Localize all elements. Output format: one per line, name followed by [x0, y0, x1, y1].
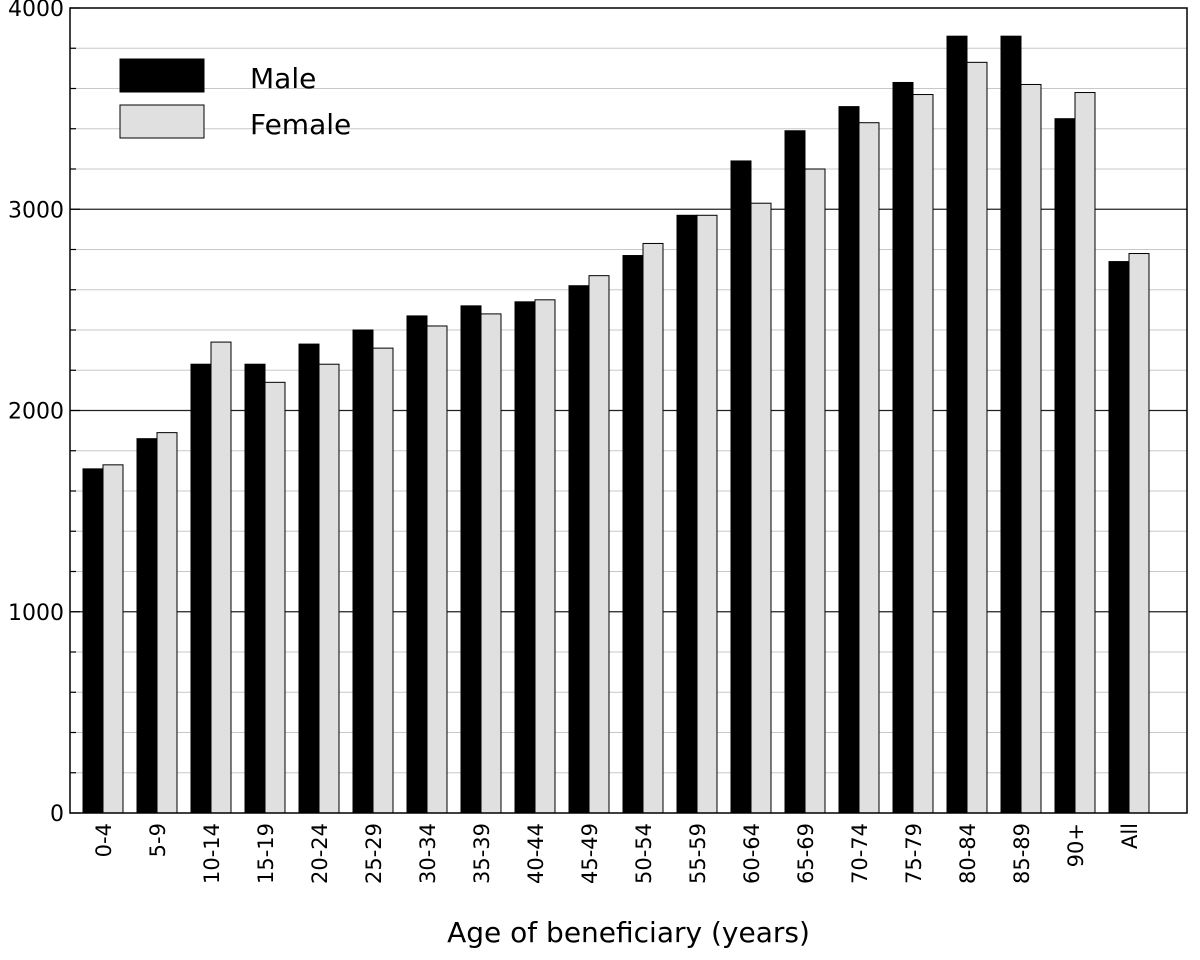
x-tick-label: 25-29	[362, 823, 386, 884]
bar-female-40-44	[534, 299, 556, 814]
bars	[82, 35, 1150, 814]
x-tick-label: 75-79	[902, 823, 926, 884]
bar-female-All	[1128, 253, 1150, 814]
bar-male-30-34	[406, 315, 428, 814]
bar-male-70-74	[838, 106, 860, 814]
bar-female-5-9	[156, 432, 178, 814]
bar-female-15-19	[264, 381, 286, 814]
x-tick-label: 65-69	[794, 823, 818, 884]
x-tick-label: 15-19	[254, 823, 278, 884]
bar-female-20-24	[318, 363, 340, 814]
x-tick-label: 40-44	[524, 823, 548, 884]
bar-female-55-59	[696, 214, 718, 814]
bar-male-35-39	[460, 305, 482, 814]
y-axis: 0 1000 2000 3000 4000	[8, 0, 80, 827]
x-tick-label: All	[1118, 823, 1142, 849]
legend-label-male: Male	[250, 62, 316, 95]
bar-male-All	[1108, 261, 1130, 814]
bar-male-20-24	[298, 343, 320, 814]
legend-swatch-male	[119, 58, 205, 93]
x-tick-label: 85-89	[1010, 823, 1034, 884]
x-tick-label: 90+	[1064, 823, 1088, 867]
bar-male-90+	[1054, 118, 1076, 814]
bar-female-50-54	[642, 242, 664, 814]
bar-male-60-64	[730, 160, 752, 814]
bar-female-70-74	[858, 122, 880, 814]
bar-female-0-4	[102, 464, 124, 814]
bar-female-30-34	[426, 325, 448, 814]
bar-male-15-19	[244, 363, 266, 814]
bar-female-60-64	[750, 202, 772, 814]
x-tick-label: 70-74	[848, 823, 872, 884]
bar-male-75-79	[892, 81, 914, 814]
bar-male-45-49	[568, 285, 590, 814]
x-tick-label: 5-9	[146, 823, 170, 857]
x-tick-label: 80-84	[956, 823, 980, 884]
x-tick-label: 50-54	[632, 823, 656, 884]
bar-female-25-29	[372, 347, 394, 814]
legend-label-female: Female	[250, 108, 351, 141]
x-tick-label: 10-14	[200, 823, 224, 884]
bar-male-55-59	[676, 214, 698, 814]
bar-male-5-9	[136, 438, 158, 814]
y-tick-label: 0	[50, 802, 64, 827]
bar-female-90+	[1074, 92, 1096, 814]
bar-male-85-89	[1000, 35, 1022, 814]
y-tick-label: 3000	[8, 198, 64, 223]
y-tick-label: 2000	[8, 400, 64, 425]
bar-female-10-14	[210, 341, 232, 814]
x-tick-label: 20-24	[308, 823, 332, 884]
bar-male-50-54	[622, 255, 644, 814]
x-tick-label: 55-59	[686, 823, 710, 884]
bar-male-25-29	[352, 329, 374, 814]
x-tick-label: 60-64	[740, 823, 764, 884]
bar-female-85-89	[1020, 83, 1042, 814]
bar-female-35-39	[480, 313, 502, 814]
bar-female-80-84	[966, 61, 988, 814]
legend: Male Female	[119, 58, 351, 141]
bar-female-65-69	[804, 168, 826, 814]
legend-swatch-female	[119, 104, 205, 139]
bar-male-0-4	[82, 468, 104, 814]
x-tick-label: 45-49	[578, 823, 602, 884]
bar-male-40-44	[514, 301, 536, 814]
x-tick-label: 30-34	[416, 823, 440, 884]
y-tick-label: 4000	[8, 0, 64, 22]
x-tick-label: 35-39	[470, 823, 494, 884]
x-axis: 0-4 5-9 10-14 15-19 20-24 25-29 30-34 35-39 40-4…	[92, 823, 1142, 884]
x-axis-label: Age of beneficiary (years)	[447, 916, 810, 949]
bar-female-75-79	[912, 94, 934, 814]
bar-female-45-49	[588, 275, 610, 814]
bar-male-80-84	[946, 35, 968, 814]
x-tick-label: 0-4	[92, 823, 116, 857]
bar-male-10-14	[190, 363, 212, 814]
y-tick-label: 1000	[8, 601, 64, 626]
bar-male-65-69	[784, 130, 806, 814]
